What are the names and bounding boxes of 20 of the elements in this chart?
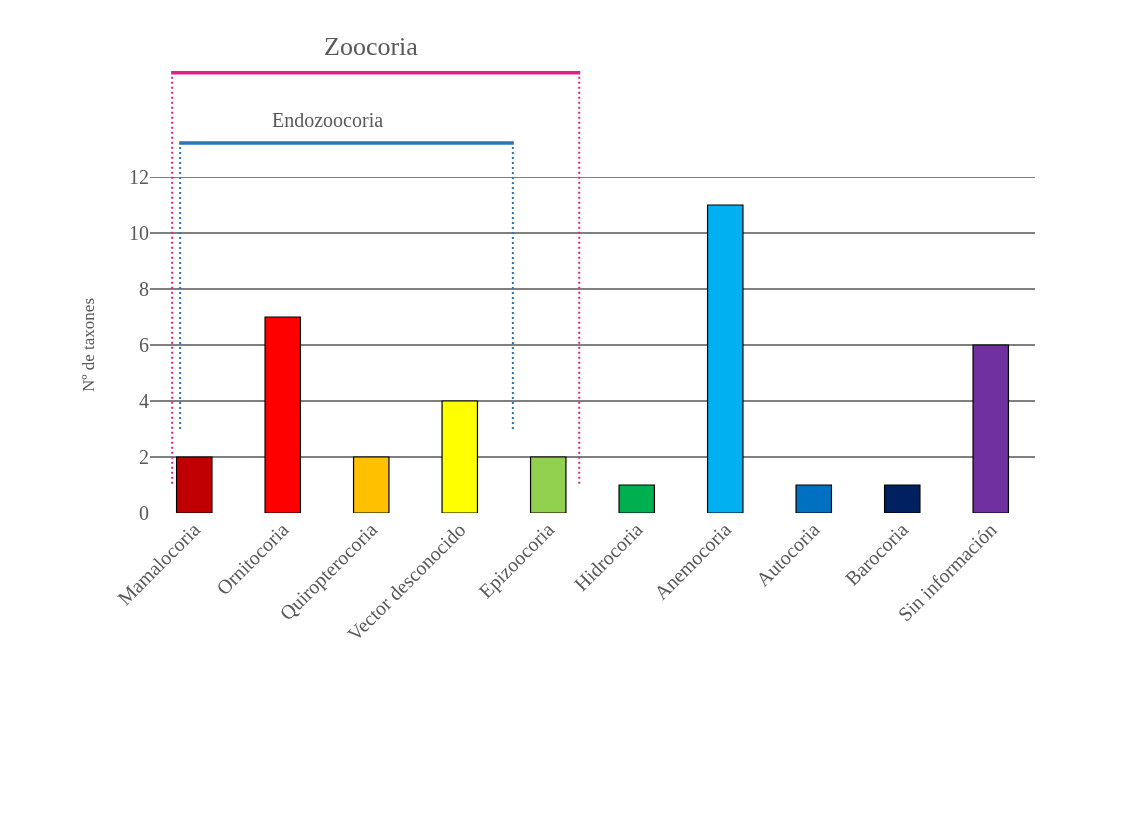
y-tick-label: 0 [139,502,149,524]
bar [795,484,833,513]
bar [972,344,1010,513]
y-tick-label: 12 [129,166,149,188]
text: Zoocoria [324,32,419,61]
bar [706,204,744,513]
y-tick-label: 6 [139,334,149,356]
bar [618,484,656,513]
y-tick-label: 2 [139,446,149,468]
bar [264,316,302,513]
y-tick-label: 10 [129,222,149,244]
bar [883,484,921,513]
y-tick-label: 4 [139,390,149,412]
bar [175,456,213,513]
text: Endozoocoria [272,109,384,131]
y-axis-title: Nº de taxones [78,297,98,393]
bar [529,456,567,513]
bar [352,456,390,513]
bar [441,400,479,513]
y-tick-label: 8 [139,278,149,300]
